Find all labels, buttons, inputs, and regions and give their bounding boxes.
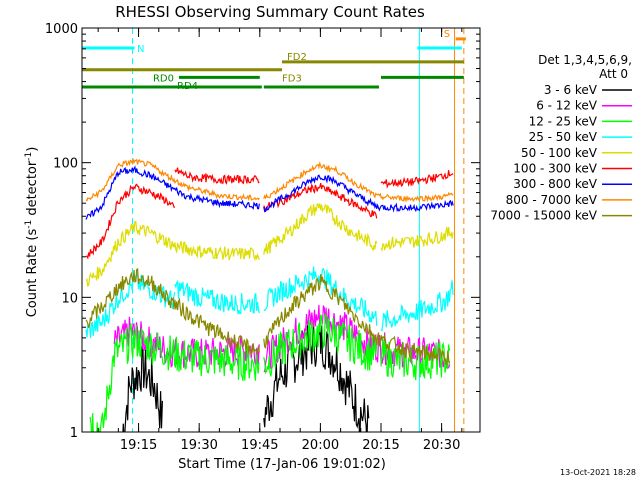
y-tick-label: 1000 bbox=[45, 22, 78, 37]
series-line-3-3 bbox=[380, 280, 454, 332]
legend-label-0: 3 - 6 keV bbox=[544, 83, 598, 97]
chart-title: RHESSI Observing Summary Count Rates bbox=[115, 3, 425, 21]
series-line-0-1 bbox=[263, 322, 370, 432]
series-line-6-0 bbox=[85, 165, 260, 220]
y-tick-label: 10 bbox=[61, 291, 78, 306]
x-tick-label: 19:15 bbox=[120, 438, 157, 453]
y-tick-label: 1 bbox=[70, 426, 78, 441]
state-bar-label-4: FD3 bbox=[282, 74, 302, 85]
x-tick-label: 20:30 bbox=[423, 438, 460, 453]
detector-note-line1: Det 1,3,4,5,6,9, bbox=[538, 53, 632, 67]
series-line-5-2 bbox=[263, 182, 378, 219]
series-line-2-2 bbox=[380, 338, 451, 381]
series-line-4-0 bbox=[85, 220, 176, 288]
series-line-1-1 bbox=[263, 304, 451, 373]
series-line-8-1 bbox=[263, 274, 451, 367]
state-bar-label-2: S bbox=[444, 29, 450, 40]
series-line-2-0 bbox=[89, 322, 260, 432]
x-tick-label: 19:30 bbox=[180, 438, 217, 453]
series-line-7-1 bbox=[263, 161, 454, 203]
x-tick-label: 19:45 bbox=[241, 438, 278, 453]
y-axis: 1 10 100 1000 bbox=[45, 22, 480, 441]
series-line-3-1 bbox=[174, 279, 260, 315]
series-line-6-1 bbox=[263, 174, 454, 213]
series-line-5-1 bbox=[174, 167, 260, 185]
x-tick-label: 20:00 bbox=[302, 438, 339, 453]
y-axis-label: Count Rate (s-1 detector-1) bbox=[24, 147, 40, 318]
x-tick-label: 20:15 bbox=[362, 438, 399, 453]
series-line-7-0 bbox=[85, 157, 260, 202]
x-axis: 19:15 19:30 19:45 20:00 20:15 20:30 bbox=[97, 28, 463, 453]
y-axis-label-main: Count Rate (s bbox=[25, 229, 40, 318]
series-line-2-1 bbox=[263, 312, 378, 377]
legend-label-6: 300 - 800 keV bbox=[513, 177, 597, 191]
state-bar-label-0: N bbox=[137, 44, 144, 55]
y-tick-label: 100 bbox=[53, 157, 78, 172]
series-line-8-0 bbox=[85, 268, 260, 356]
state-bar-label-3: FD2 bbox=[287, 52, 307, 63]
series-line-5-3 bbox=[380, 170, 454, 189]
plot-frame bbox=[81, 27, 481, 433]
legend-label-2: 12 - 25 keV bbox=[529, 114, 598, 128]
legend-label-1: 6 - 12 keV bbox=[536, 99, 598, 113]
series-line-4-3 bbox=[380, 226, 454, 252]
series-line-4-2 bbox=[263, 203, 378, 255]
series-line-4-1 bbox=[174, 240, 260, 262]
x-axis-label: Start Time (17-Jan-06 19:01:02) bbox=[178, 457, 386, 472]
legend-label-8: 7000 - 15000 keV bbox=[490, 209, 597, 223]
timestamp: 13-Oct-2021 18:28 bbox=[560, 468, 636, 477]
state-bar-label-5: RD0 bbox=[153, 73, 174, 84]
legend-label-4: 50 - 100 keV bbox=[521, 146, 598, 160]
y-axis-label-mid: detector bbox=[25, 160, 40, 220]
state-bar-label-7: RD4 bbox=[177, 81, 198, 92]
y-axis-label-end: ) bbox=[25, 147, 40, 152]
y-axis-label-sup2: -1 bbox=[24, 152, 34, 161]
legend-label-3: 25 - 50 keV bbox=[529, 130, 598, 144]
y-axis-label-sup: -1 bbox=[24, 220, 34, 229]
series-line-3-0 bbox=[85, 273, 176, 339]
series-line-5-0 bbox=[85, 183, 175, 260]
legend-label-7: 800 - 7000 keV bbox=[506, 193, 598, 207]
legend-label-5: 100 - 300 keV bbox=[513, 162, 597, 176]
detector-note-line2: Att 0 bbox=[599, 67, 628, 81]
